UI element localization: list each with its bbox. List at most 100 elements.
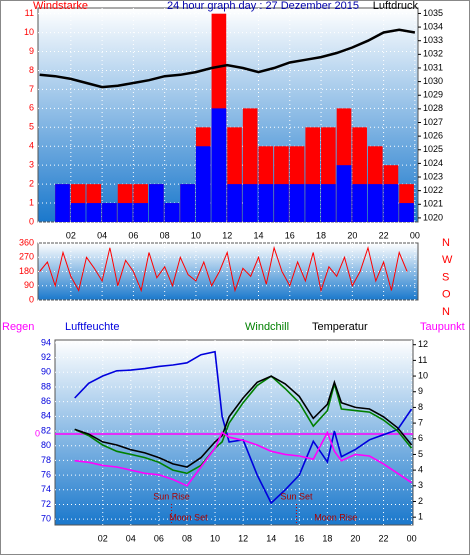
bar xyxy=(367,184,383,222)
x-tick-label: 16 xyxy=(294,533,304,543)
bar xyxy=(102,203,117,222)
y-tick-label: 84 xyxy=(41,411,51,421)
y2-tick-label: 5 xyxy=(418,449,423,459)
x-tick-label: 10 xyxy=(210,533,220,543)
bar xyxy=(133,203,149,222)
bar xyxy=(383,184,399,222)
annotation: Sun Set xyxy=(280,491,313,501)
y-tick-label: 3 xyxy=(29,160,34,170)
y-tick-label: 86 xyxy=(41,396,51,406)
bar xyxy=(86,203,102,222)
y-tick-label: 78 xyxy=(41,455,51,465)
y-tick-label: 0 xyxy=(29,294,34,304)
line xyxy=(74,430,413,487)
direction-label: O xyxy=(442,289,451,301)
x-tick-label: 20 xyxy=(350,533,360,543)
direction-label: N xyxy=(442,237,450,249)
line xyxy=(74,375,413,475)
bar xyxy=(258,184,274,222)
y2-tick-label: 1022 xyxy=(423,185,443,195)
y2-tick-label: 1034 xyxy=(423,21,443,31)
y2-tick-label: 1029 xyxy=(423,90,443,100)
y-tick-label: 10 xyxy=(24,27,34,37)
y2-tick-label: 8 xyxy=(418,402,423,412)
legend-label: Taupunkt xyxy=(420,321,465,333)
y-tick-label: 72 xyxy=(41,499,51,509)
x-tick-label: 18 xyxy=(322,533,332,543)
bar xyxy=(164,203,180,222)
bar xyxy=(55,184,70,222)
y-tick-label: 0 xyxy=(29,216,34,226)
x-tick-label: 10 xyxy=(191,230,201,240)
y2-tick-label: 3 xyxy=(418,480,423,490)
y-tick-label: 90 xyxy=(41,367,51,377)
chart-title: 24 hour graph day : 27 Dezember 2015 xyxy=(167,0,359,12)
bar xyxy=(70,203,86,222)
y-tick-label: 8 xyxy=(29,65,34,75)
y2-tick-label: 1021 xyxy=(423,199,443,209)
y-tick-label: 6 xyxy=(29,103,34,113)
direction-label: S xyxy=(442,271,449,283)
legend-label: Temperatur xyxy=(312,321,368,333)
x-tick-label: 06 xyxy=(128,230,138,240)
y2-tick-label: 1 xyxy=(418,512,423,522)
bar xyxy=(289,184,305,222)
y-tick-label: 90 xyxy=(24,280,34,290)
y2-tick-label: 1027 xyxy=(423,117,443,127)
y2-tick-label: 1033 xyxy=(423,35,443,45)
y2-tick-label: 9 xyxy=(418,386,423,396)
y2-tick-label: 6 xyxy=(418,433,423,443)
x-tick-label: 08 xyxy=(182,533,192,543)
bar xyxy=(180,184,195,222)
x-tick-label: 06 xyxy=(154,533,164,543)
bar xyxy=(336,165,352,222)
x-tick-label: 22 xyxy=(379,533,389,543)
legend-label: Luftfeuchte xyxy=(65,321,119,333)
y-tick-label: 4 xyxy=(29,141,34,151)
legend-label: Windchill xyxy=(245,321,289,333)
x-tick-label: 14 xyxy=(266,533,276,543)
y2-axis-label: Luftdruck xyxy=(373,0,419,12)
line xyxy=(74,375,413,468)
y-tick-label: 80 xyxy=(41,440,51,450)
y2-tick-label: 1023 xyxy=(423,171,443,181)
y-tick-label: 9 xyxy=(29,46,34,56)
y-tick-label: 5 xyxy=(29,122,34,132)
bar xyxy=(211,108,227,222)
x-tick-label: 04 xyxy=(126,533,136,543)
x-tick-label: 16 xyxy=(285,230,295,240)
x-tick-label: 00 xyxy=(407,533,417,543)
plot-area xyxy=(54,339,414,526)
y-tick-label: 88 xyxy=(41,381,51,391)
y2-tick-label: 1028 xyxy=(423,103,443,113)
y2-tick-label: 12 xyxy=(418,339,428,349)
y-tick-label: 94 xyxy=(41,337,51,347)
bar xyxy=(117,203,133,222)
y-tick-label: 1 xyxy=(29,197,34,207)
bar xyxy=(321,184,336,222)
y2-tick-label: 1032 xyxy=(423,49,443,59)
y2-tick-label: 11 xyxy=(418,355,427,365)
direction-label: W xyxy=(442,254,453,266)
y2-tick-label: 1020 xyxy=(423,212,443,222)
line xyxy=(39,245,408,293)
y-tick-label: 70 xyxy=(41,514,51,524)
x-tick-label: 08 xyxy=(160,230,170,240)
bar xyxy=(305,184,321,222)
legend-label: Regen xyxy=(2,321,34,333)
y-tick-label: 270 xyxy=(19,252,34,262)
y-tick-label: 7 xyxy=(29,84,34,94)
y2-tick-label: 1026 xyxy=(423,131,443,141)
y-axis-label: Windstarke xyxy=(33,0,88,12)
x-tick-label: 02 xyxy=(98,533,108,543)
x-tick-label: 04 xyxy=(97,230,107,240)
y-tick-label: 92 xyxy=(41,352,51,362)
y2-tick-label: 2 xyxy=(418,496,423,506)
x-tick-label: 18 xyxy=(316,230,326,240)
x-tick-label: 20 xyxy=(347,230,357,240)
x-tick-label: 14 xyxy=(253,230,263,240)
annotation: Moon Set xyxy=(169,512,208,522)
bar xyxy=(195,146,211,222)
bar xyxy=(149,184,164,222)
